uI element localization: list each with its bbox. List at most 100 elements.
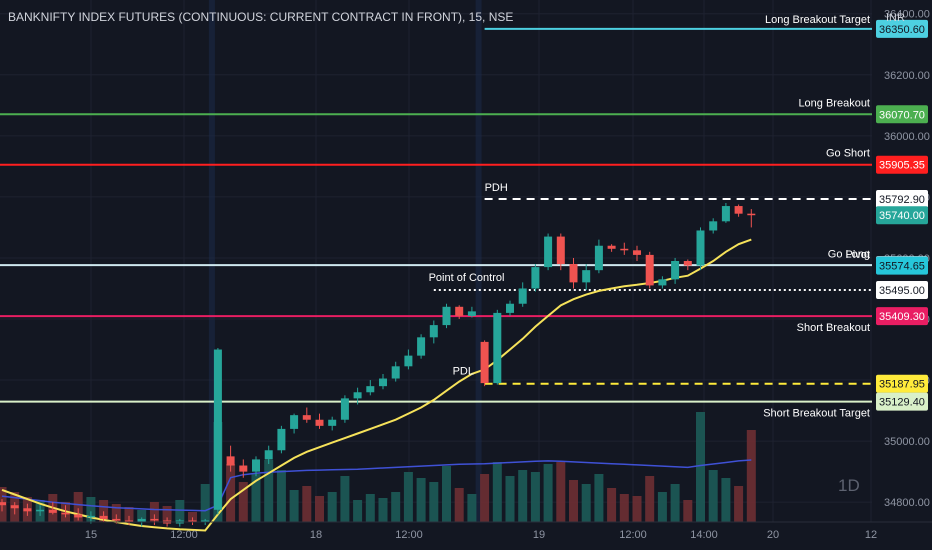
volume-bar [619,494,629,522]
candle-body [277,428,286,451]
candle-body [467,311,476,316]
volume-bar [302,486,312,522]
moving-averages [1,238,752,532]
candle-body [442,306,451,326]
volume-bar [505,476,515,522]
currency-label: INR [886,12,905,24]
volume-bar [378,498,388,522]
candle-body [125,520,133,522]
price-tag [876,392,928,411]
candle-body [213,349,222,510]
candles [0,203,756,527]
candle-body [340,398,349,420]
price-tag-label: 35187.95 [879,379,925,391]
candle-body [544,236,553,268]
candle-body [10,505,19,509]
time-axis[interactable]: 15 12:00 18 12:00 19 12:00 14:00 20 12 [0,521,932,541]
candle-body [150,518,159,521]
volume-bar [238,482,248,522]
candle-body [721,206,730,222]
candle-body [734,206,743,214]
volume-bar [124,507,134,522]
x-tick-label: 12:00 [170,529,198,541]
x-tick-label: 12 [865,529,877,541]
level-text-label: Short Breakout Target [763,408,870,420]
price-tag-label: 35905.35 [879,160,925,172]
volume-bar [645,476,655,522]
volume-bar [264,460,274,522]
candle-body [226,456,235,466]
candle-body [683,261,692,266]
volume-bar [175,500,185,522]
volume-bar [137,510,147,522]
candle-body [239,465,248,472]
candle-body [188,520,197,522]
level-text-label: Pivot [846,249,870,261]
volume-bar [696,412,705,522]
volume-bar [632,496,642,522]
volume-bar [416,478,426,522]
volume-bar [670,484,680,522]
volume-bar [657,492,667,522]
volume-bar [327,492,337,522]
volume-bar [467,494,477,522]
volume-bar [543,464,553,522]
grid-lines [0,0,872,522]
level-text-label: Long Breakout Target [765,14,870,26]
volume-bar [480,474,490,522]
candle-body [506,303,514,313]
volume-bar [429,482,439,522]
candle-body [594,245,603,271]
x-tick-label: 12:00 [395,529,423,541]
candle-body [137,518,146,522]
volume-bar [340,476,350,522]
volume-bar [99,500,109,522]
candle-body [264,450,273,460]
x-tick-label: 20 [767,529,779,541]
candle-body [366,386,375,393]
candle-body [455,306,464,316]
volume-bar [746,430,756,522]
price-tag-label: 35129.40 [879,397,925,409]
price-axis[interactable]: 36400.0036200.0036000.0035800.0035600.00… [876,9,930,509]
candle-body [86,515,95,518]
y-tick-label: 36400.00 [884,9,930,21]
price-tag [876,374,928,393]
candle-body [201,520,210,522]
volume-bar [721,478,731,522]
price-tag [876,256,928,275]
price-tag-label: 35792.90 [879,194,925,206]
price-tag [876,281,928,299]
level-text-label: Point of Control [429,272,505,284]
volume-bar [276,470,286,522]
candle-body [709,221,718,231]
price-tag [876,307,928,326]
candle-body [582,270,591,283]
interval-badge[interactable]: 1D [838,476,860,495]
candle-body [696,230,705,266]
volume-bar [442,466,451,522]
volume-bar [251,474,261,522]
candle-body [493,312,502,384]
volume-bar [86,497,96,522]
price-tag [876,206,928,225]
candle-body [569,264,578,283]
candle-body [671,261,680,280]
volume-bar [581,484,591,522]
volume-bar [683,500,693,522]
candle-body [36,509,45,512]
candle-body [391,366,400,379]
volume-bar [353,500,363,522]
candle-body [23,508,32,512]
x-tick-label: 15 [85,529,97,541]
candle-body [607,245,616,249]
level-text-label: PDH [485,182,508,194]
y-tick-label: 36000.00 [884,131,930,143]
price-tag-label: 35409.30 [879,311,925,323]
x-tick-label: 12:00 [619,529,647,541]
candle-body [531,267,540,289]
level-lines [0,27,872,403]
price-tag-label: 36350.60 [879,24,925,36]
candle-body [315,419,324,426]
